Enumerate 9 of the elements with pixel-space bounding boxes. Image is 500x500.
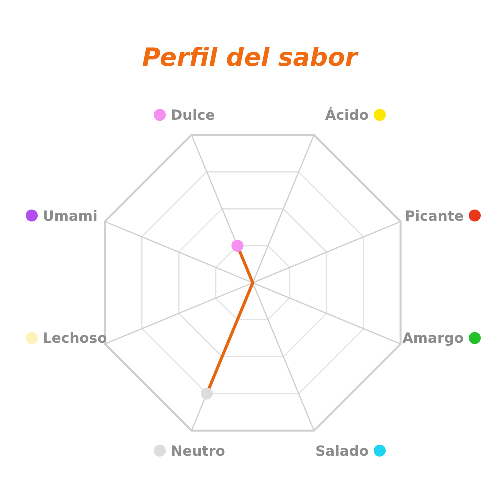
spoke-label: Ácido xyxy=(325,107,370,124)
spoke-label: Amargo xyxy=(402,331,464,348)
spoke-label: Dulce xyxy=(171,108,216,124)
chart-title: Perfil del sabor xyxy=(142,43,360,72)
spoke-label: Lechoso xyxy=(43,331,108,348)
spoke-label: Neutro xyxy=(171,444,226,460)
spoke-label: Umami xyxy=(43,208,98,225)
spoke-label: Picante xyxy=(405,208,464,225)
spoke-label: Salado xyxy=(316,444,370,460)
